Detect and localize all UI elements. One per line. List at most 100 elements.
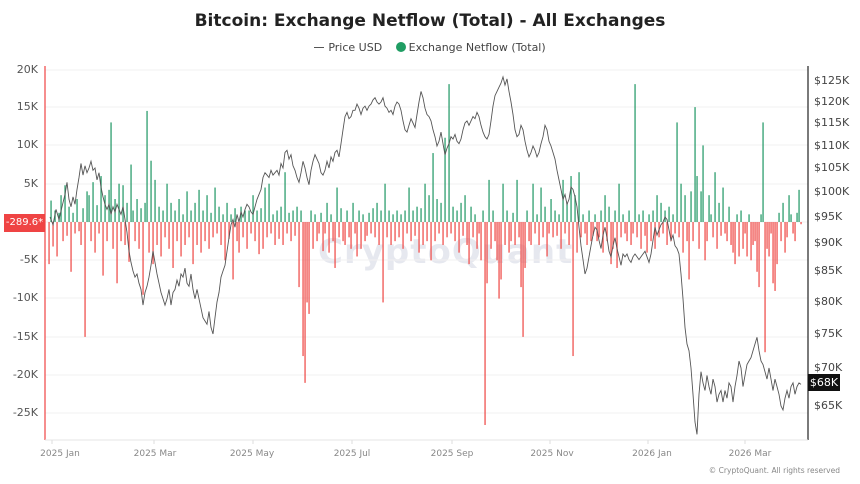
outflow-bar [112,222,114,249]
outflow-bar [180,222,182,257]
outflow-bar [776,222,778,265]
inflow-bar [392,214,394,222]
inflow-bar [190,210,192,222]
outflow-bar [74,222,76,234]
inflow-bar [748,214,750,222]
current-price-badge: $68K [808,374,840,391]
outflow-bar [246,222,248,249]
outflow-bar [774,222,776,291]
inflow-bar [736,214,738,222]
outflow-bar [498,222,500,299]
outflow-bar [784,222,786,253]
left-tick-label: -5K [19,253,38,266]
outflow-bar [698,222,700,249]
outflow-bar [116,222,118,284]
outflow-bar [172,222,174,268]
inflow-bar [144,202,146,222]
outflow-bar [308,222,310,314]
outflow-bar [188,222,190,238]
x-tick-label: 2025 Sep [430,449,474,459]
inflow-bar [444,137,446,222]
outflow-bar [466,222,468,245]
inflow-bar [130,164,132,222]
outflow-bar [228,222,230,239]
outflow-bar [592,222,594,236]
outflow-bar [160,222,162,257]
outflow-bar [438,222,440,234]
outflow-bar [686,222,688,242]
outflow-bar [560,222,562,249]
outflow-bar [338,222,340,238]
outflow-bar [366,222,368,236]
inflow-bar [330,214,332,222]
inflow-bar [340,208,342,222]
inflow-bar [788,195,790,222]
legend-label-price: Price USD [328,40,383,54]
inflow-bar [88,195,90,222]
x-tick-label: 2025 Nov [530,449,574,459]
outflow-bar [242,222,244,238]
inflow-bar [512,212,514,222]
inflow-bar [526,210,528,222]
outflow-bar [766,222,768,249]
inflow-bar [234,208,236,222]
outflow-bar [164,222,166,238]
right-tick-label: $125K [814,74,850,87]
left-tick-label: -10K [12,291,38,304]
inflow-bar [456,210,458,222]
inflow-bar [384,183,386,222]
inflow-bar [502,183,504,222]
outflow-bar [98,222,100,234]
x-tick-label: 2025 Mar [133,449,177,459]
outflow-bar [746,222,748,257]
outflow-bar [176,222,178,242]
inflow-bar [690,191,692,222]
outflow-bar [184,222,186,245]
inflow-bar [358,210,360,222]
outflow-bar [520,222,522,288]
right-tick-label: $90K [814,236,843,249]
legend-item-price[interactable]: Price USD [314,40,382,54]
inflow-bar [710,214,712,222]
inflow-bar [696,176,698,222]
x-tick-label: 2025 Jul [333,449,371,459]
outflow-bar [278,222,280,239]
inflow-bar [292,210,294,222]
inflow-bar [380,210,382,222]
outflow-bar [148,222,150,253]
inflow-bar [310,210,312,222]
outflow-bar [238,222,240,253]
outflow-bar [134,222,136,242]
outflow-bar [496,222,498,261]
inflow-bar [154,179,156,222]
outflow-bar [678,222,680,238]
outflow-bar [208,222,210,249]
x-tick-label: 2026 Mar [728,449,772,459]
inflow-bar [420,208,422,222]
outflow-bar [418,222,420,253]
inflow-bar [50,200,52,222]
outflow-bar [612,222,614,249]
outflow-bar [446,222,448,238]
outflow-bar [454,222,456,242]
left-tick-label: 5K [23,177,38,190]
legend-item-netflow[interactable]: Exchange Netflow (Total) [386,40,546,54]
outflow-bar [716,222,718,249]
inflow-bar [622,214,624,222]
outflow-bar [200,222,202,253]
inflow-bar [582,214,584,222]
outflow-bar [530,222,532,245]
inflow-bar [170,202,172,222]
outflow-bar [298,222,300,288]
right-tick-label: $85K [814,264,843,277]
outflow-bar [168,222,170,249]
inflow-bar [668,206,670,222]
inflow-bar [272,214,274,222]
inflow-bar [118,183,120,222]
inflow-bar [790,214,792,222]
outflow-bar [654,222,656,249]
left-tick-label: -15K [12,330,38,343]
outflow-bar [720,222,722,236]
outflow-bar [546,222,548,257]
